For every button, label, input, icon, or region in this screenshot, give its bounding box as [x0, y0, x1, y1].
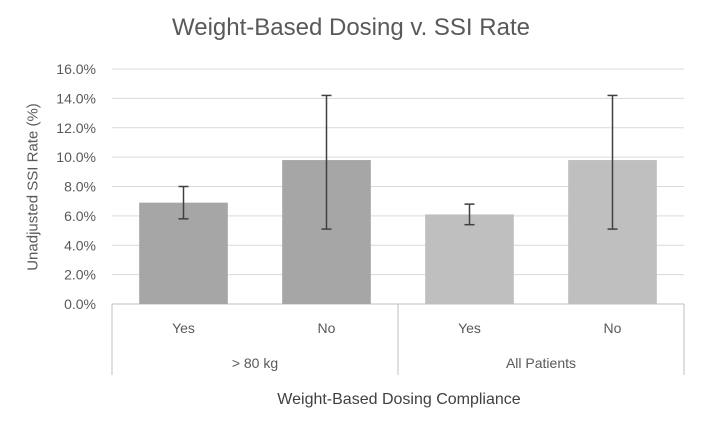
y-tick-label: 16.0%	[56, 61, 96, 77]
y-tick-label: 4.0%	[64, 237, 96, 253]
x-tick-label: No	[604, 320, 622, 336]
y-tick-label: 10.0%	[56, 149, 96, 165]
x-group-label: > 80 kg	[232, 355, 278, 371]
x-axis-title: Weight-Based Dosing Compliance	[277, 391, 521, 408]
x-tick-label: Yes	[172, 320, 195, 336]
x-tick-label: Yes	[458, 320, 481, 336]
bar	[425, 214, 514, 304]
y-tick-label: 14.0%	[56, 90, 96, 106]
x-tick-label: No	[318, 320, 336, 336]
y-tick-label: 2.0%	[64, 267, 96, 283]
y-tick-label: 0.0%	[64, 296, 96, 312]
chart-title: Weight-Based Dosing v. SSI Rate	[172, 14, 530, 41]
x-group-label: All Patients	[506, 355, 576, 371]
y-tick-label: 6.0%	[64, 208, 96, 224]
y-tick-label: 8.0%	[64, 179, 96, 195]
y-tick-label: 12.0%	[56, 120, 96, 136]
